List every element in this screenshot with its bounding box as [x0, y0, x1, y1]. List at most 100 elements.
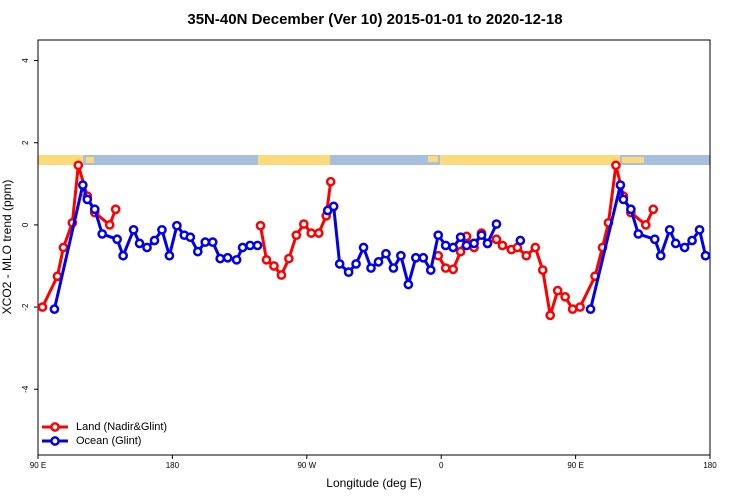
- ocean-strip: [38, 155, 710, 165]
- x-tick-label: 180: [703, 461, 717, 470]
- data-point: [77, 180, 88, 190]
- data-point: [491, 219, 502, 229]
- data-point: [110, 204, 121, 215]
- data-point: [157, 224, 167, 235]
- data-point: [649, 234, 660, 245]
- data-point: [552, 285, 563, 296]
- data-point: [388, 263, 399, 273]
- data-point: [521, 250, 532, 261]
- data-point: [440, 263, 451, 273]
- data-point: [448, 264, 458, 275]
- data-point: [687, 235, 697, 246]
- x-tick-label: 90 W: [297, 461, 316, 470]
- data-point: [655, 250, 666, 261]
- legend-label: Land (Nadir&Glint): [76, 421, 167, 433]
- data-point: [276, 270, 287, 280]
- land-strip: [428, 156, 438, 162]
- legend-marker: [50, 436, 60, 446]
- data-point: [73, 160, 84, 171]
- legend-label: Ocean (Glint): [76, 435, 141, 447]
- data-point: [515, 235, 526, 246]
- data-point: [37, 302, 48, 312]
- data-point: [694, 224, 705, 235]
- x-tick-label: 90 E: [30, 461, 46, 470]
- data-point: [670, 238, 681, 249]
- data-point: [334, 259, 345, 269]
- data-point: [425, 265, 436, 275]
- data-point: [567, 304, 578, 314]
- data-point: [575, 302, 585, 312]
- data-point: [222, 252, 233, 263]
- data-point: [403, 279, 414, 290]
- data-point: [142, 242, 152, 253]
- x-tick-label: 0: [439, 461, 444, 470]
- data-point: [112, 234, 122, 245]
- data-point: [192, 246, 203, 257]
- legend: Land (Nadir&Glint) Ocean (Glint): [42, 421, 167, 447]
- data-point: [664, 224, 675, 235]
- data-point: [381, 248, 391, 259]
- data-point: [373, 257, 384, 267]
- land-strip: [622, 157, 644, 163]
- data-point: [482, 238, 493, 249]
- land-strip: [86, 157, 94, 163]
- data-point: [476, 230, 487, 241]
- data-point: [215, 253, 226, 264]
- land-mask: [38, 155, 710, 165]
- data-point: [298, 219, 309, 229]
- data-point: [231, 254, 242, 265]
- x-tick-label: 90 E: [567, 461, 583, 470]
- land-strip: [440, 155, 620, 165]
- data-point: [185, 232, 196, 243]
- data-point: [448, 242, 458, 253]
- data-point: [118, 250, 128, 261]
- data-point: [497, 240, 508, 251]
- data-point: [679, 242, 690, 253]
- data-point: [89, 204, 100, 215]
- data-point: [104, 220, 115, 230]
- data-point: [626, 204, 636, 215]
- data-point: [207, 237, 218, 248]
- data-point: [700, 250, 711, 261]
- data-point: [343, 267, 354, 278]
- data-point: [328, 201, 339, 212]
- data-point: [58, 242, 69, 253]
- data-point: [418, 252, 429, 263]
- data-point: [200, 237, 211, 248]
- x-axis-label: Longitude (deg E): [326, 476, 421, 490]
- x-tick-label: 180: [166, 461, 180, 470]
- data-point: [560, 291, 570, 302]
- data-point: [585, 304, 596, 314]
- data-point: [640, 220, 651, 230]
- data-point: [455, 246, 466, 257]
- data-point: [469, 238, 479, 249]
- data-point: [455, 232, 466, 243]
- data-point: [351, 259, 361, 269]
- data-point: [284, 253, 294, 264]
- land-strip: [38, 155, 83, 165]
- data-point: [618, 194, 629, 205]
- data-point: [366, 263, 376, 273]
- data-point: [648, 204, 659, 215]
- y-tick-label: 2: [21, 140, 30, 145]
- data-point: [164, 250, 175, 261]
- data-point: [325, 176, 336, 187]
- data-point: [440, 240, 451, 251]
- data-point: [261, 254, 272, 265]
- data-point: [255, 220, 266, 231]
- data-point: [291, 230, 302, 241]
- data-point: [128, 224, 139, 235]
- y-axis-label: XCO2 - MLO trend (ppm): [0, 180, 14, 315]
- data-point: [269, 261, 279, 271]
- data-point: [358, 242, 369, 253]
- data-point: [49, 304, 60, 314]
- plot-frame: [37, 39, 711, 456]
- data-point: [410, 252, 421, 263]
- data-point: [611, 160, 621, 171]
- data-point: [615, 180, 626, 190]
- data-point: [530, 242, 541, 253]
- data-point: [633, 229, 644, 239]
- data-point: [237, 242, 248, 253]
- land-strip: [258, 155, 330, 165]
